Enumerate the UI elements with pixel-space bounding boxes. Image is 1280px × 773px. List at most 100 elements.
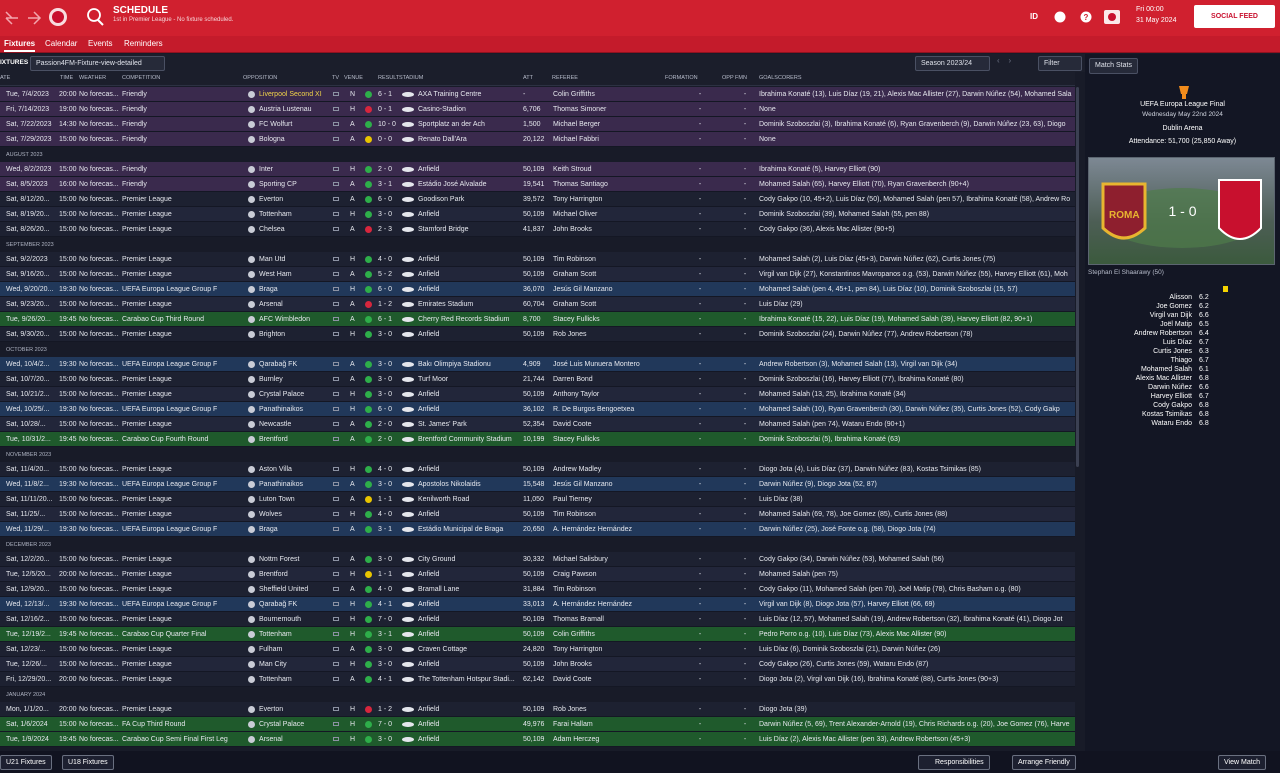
fixture-row[interactable]: Tue, 7/4/2023 20:00 No forecas... Friendly L…: [0, 87, 1075, 102]
tab[interactable]: Reminders: [124, 39, 163, 48]
column-label[interactable]: REFEREE: [552, 75, 578, 81]
fixture-row[interactable]: Sat, 10/7/20... 15:00 No forecas... Premier…: [0, 372, 1075, 387]
result-icon: [365, 721, 372, 728]
arrange-friendly-button[interactable]: Arrange Friendly: [1012, 755, 1076, 770]
fixture-row[interactable]: Sat, 8/19/20... 15:00 No forecas... Premier…: [0, 207, 1075, 222]
tab[interactable]: Calendar: [45, 39, 78, 48]
fixture-row[interactable]: Mon, 1/1/20... 20:00 No forecas... Premier …: [0, 702, 1075, 717]
fixture-row[interactable]: Sat, 12/23/... 15:00 No forecas... Premier …: [0, 642, 1075, 657]
formation: -: [698, 166, 702, 173]
fixture-row[interactable]: Sat, 12/16/2... 15:00 No forecas... Premier…: [0, 612, 1075, 627]
fixture-row[interactable]: Tue, 9/26/20... 19:45 No forecas... Carabao…: [0, 312, 1075, 327]
venue: A: [350, 556, 355, 563]
fixture-row[interactable]: Tue, 12/19/2... 19:45 No forecas... Carabao…: [0, 627, 1075, 642]
stadium-icon: [402, 572, 414, 577]
u18-button[interactable]: U18 Fixtures: [62, 755, 114, 770]
season-dropdown[interactable]: Season 2023/24: [915, 56, 990, 71]
fixture-row[interactable]: Sat, 12/2/20... 15:00 No forecas... Premier…: [0, 552, 1075, 567]
formation: -: [698, 181, 702, 188]
match-image: ROMA 1 - 0: [1088, 157, 1275, 265]
column-label[interactable]: GOALSCORERS: [759, 75, 802, 81]
column-label[interactable]: ATE: [0, 75, 11, 81]
view-dropdown[interactable]: Passion4FM-Fixture-view-detailed: [30, 56, 165, 71]
referee: David Coote: [553, 421, 592, 428]
time: 15:00: [59, 586, 77, 593]
fixture-row[interactable]: Sat, 7/22/2023 14:30 No forecas... Friendly…: [0, 117, 1075, 132]
fixture-row[interactable]: Sat, 1/6/2024 15:00 No forecas... FA Cup Th…: [0, 717, 1075, 732]
fixture-row[interactable]: Sat, 10/28/... 15:00 No forecas... Premier …: [0, 417, 1075, 432]
fixture-row[interactable]: Sat, 11/25/... 15:00 No forecas... Premier …: [0, 507, 1075, 522]
venue: H: [350, 601, 356, 608]
opp-formation: -: [743, 256, 747, 263]
date: Sat, 9/23/20...: [6, 301, 50, 308]
column-label[interactable]: COMPETITION: [122, 75, 161, 81]
fixture-row[interactable]: Sat, 9/30/20... 15:00 No forecas... Premier…: [0, 327, 1075, 342]
stadium-icon: [402, 482, 414, 487]
fixture-row[interactable]: Tue, 10/31/2... 19:45 No forecas... Carabao…: [0, 432, 1075, 447]
column-label[interactable]: FORMATION: [665, 75, 698, 81]
fixture-row[interactable]: Wed, 8/2/2023 15:00 No forecas... Friendly I…: [0, 162, 1075, 177]
column-label[interactable]: TV: [332, 75, 340, 81]
column-label[interactable]: RESULT: [378, 75, 400, 81]
stadium: Anfield: [418, 286, 440, 293]
fixture-row[interactable]: Sat, 10/21/2... 15:00 No forecas... Premier…: [0, 387, 1075, 402]
competition: Premier League: [122, 706, 172, 713]
top-bar: SCHEDULE 1st in Premier League - No fixt…: [0, 0, 1280, 36]
fixture-row[interactable]: Tue, 12/5/20... 20:00 No forecas... Premier…: [0, 567, 1075, 582]
fixture-row[interactable]: Sat, 11/11/20... 15:00 No forecas... Premie…: [0, 492, 1075, 507]
u21-button[interactable]: U21 Fixtures: [0, 755, 52, 770]
column-label[interactable]: OPPOSITION: [243, 75, 278, 81]
opp-formation: -: [743, 121, 747, 128]
fixture-row[interactable]: Wed, 12/13/... 19:30 No forecas... UEFA Eur…: [0, 597, 1075, 612]
fixture-row[interactable]: Sat, 8/12/20... 15:00 No forecas... Premier…: [0, 192, 1075, 207]
fixture-row[interactable]: Wed, 9/20/20... 19:30 No forecas... UEFA Eu…: [0, 282, 1075, 297]
club-badge: [248, 586, 255, 593]
fixture-row[interactable]: Tue, 12/26/... 15:00 No forecas... Premier …: [0, 657, 1075, 672]
fixture-row[interactable]: Wed, 11/29/... 19:30 No forecas... UEFA Eur…: [0, 522, 1075, 537]
fixture-row[interactable]: Wed, 10/25/... 19:30 No forecas... UEFA Eur…: [0, 402, 1075, 417]
column-label[interactable]: WEATHER: [79, 75, 107, 81]
fixture-row[interactable]: Fri, 12/29/20... 20:00 No forecas... Premie…: [0, 672, 1075, 687]
tab[interactable]: Events: [88, 39, 113, 48]
opp-formation: -: [743, 196, 747, 203]
venue: A: [350, 496, 355, 503]
time: 15:00: [59, 271, 77, 278]
view-match-button[interactable]: View Match: [1218, 755, 1267, 770]
fixture-row[interactable]: Wed, 11/8/2... 19:30 No forecas... UEFA Eur…: [0, 477, 1075, 492]
social-feed-button[interactable]: SOCIAL FEED: [1194, 5, 1275, 28]
referee: Colin Griffiths: [553, 631, 595, 638]
prev-next[interactable]: ‹ ›: [997, 56, 1012, 65]
language-badge[interactable]: ID: [1030, 12, 1038, 21]
fixture-row[interactable]: Sat, 9/23/20... 15:00 No forecas... Premier…: [0, 297, 1075, 312]
attendance: 31,884: [523, 586, 545, 593]
fixture-row[interactable]: Sat, 7/29/2023 15:00 No forecas... Friendly…: [0, 132, 1075, 147]
column-label[interactable]: STADIUM: [399, 75, 424, 81]
match-stats-button[interactable]: Match Stats: [1089, 58, 1138, 74]
fixture-row[interactable]: Tue, 1/9/2024 19:45 No forecas... Carabao C…: [0, 732, 1075, 747]
responsibilities-button[interactable]: Responsibilities: [918, 755, 990, 770]
fixture-row[interactable]: Sat, 8/26/20... 15:00 No forecas... Premier…: [0, 222, 1075, 237]
scrollbar[interactable]: [1076, 87, 1079, 467]
fixture-row[interactable]: Sat, 9/2/2023 15:00 No forecas... Premier L…: [0, 252, 1075, 267]
column-label[interactable]: OPP FMN: [722, 75, 747, 81]
fixture-row[interactable]: Sat, 12/9/20... 15:00 No forecas... Premier…: [0, 582, 1075, 597]
column-label[interactable]: TIME: [60, 75, 74, 81]
fixture-row[interactable]: Sat, 8/5/2023 16:00 No forecas... Friendly S…: [0, 177, 1075, 192]
column-label[interactable]: ATT: [523, 75, 533, 81]
attendance: 50,109: [523, 661, 545, 668]
result: 6 - 0: [378, 286, 393, 293]
column-label[interactable]: VENUE: [344, 75, 363, 81]
result: 2 - 0: [378, 436, 393, 443]
attendance: 50,109: [523, 256, 545, 263]
venue: A: [350, 301, 355, 308]
tab[interactable]: Fixtures: [4, 39, 36, 52]
filter-button[interactable]: Filter: [1038, 56, 1082, 71]
club-badge: [248, 616, 255, 623]
fixture-row[interactable]: Sat, 9/16/20... 15:00 No forecas... Premier…: [0, 267, 1075, 282]
player-name: Harvey Elliott: [1150, 393, 1192, 400]
stadium: Casino-Stadion: [418, 106, 466, 113]
fixture-row[interactable]: Wed, 10/4/2... 19:30 No forecas... UEFA Eur…: [0, 357, 1075, 372]
month-header: DECEMBER 2023: [0, 537, 1075, 552]
fixture-row[interactable]: Fri, 7/14/2023 19:00 No forecas... Friendly…: [0, 102, 1075, 117]
fixture-row[interactable]: Sat, 11/4/20... 15:00 No forecas... Premier…: [0, 462, 1075, 477]
